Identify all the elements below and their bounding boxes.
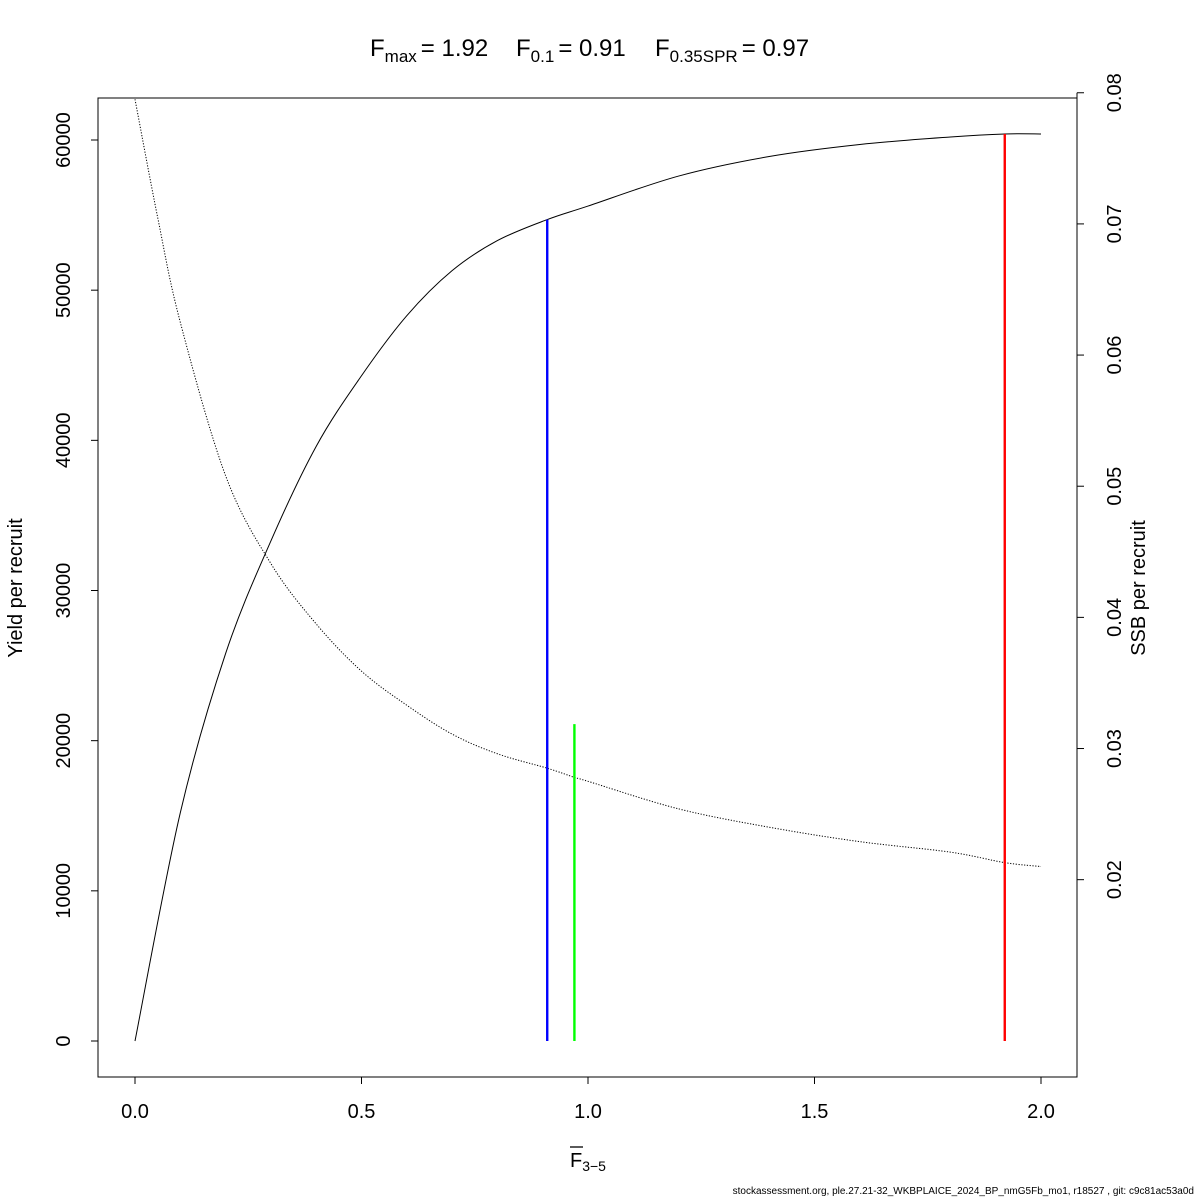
title-fspr-value: = 0.97 xyxy=(742,35,809,62)
y-right-tick-label: 0.03 xyxy=(1104,729,1126,768)
footer-source: stockassessment.org, ple.27.21-32_WKBPLA… xyxy=(732,1186,1194,1197)
svg-text:F0.1= 0.91: F0.1 = 0.91 xyxy=(516,35,626,66)
x-axis-label-main: F xyxy=(570,1150,582,1172)
title-f01-symbol: F xyxy=(516,35,531,62)
y-left-tick-label: 0 xyxy=(53,1035,75,1046)
svg-text:Fmax= 1.92: Fmax = 1.92 xyxy=(370,35,488,66)
y-left-tick-label: 20000 xyxy=(53,713,75,769)
ssb-per-recruit-line xyxy=(134,99,1042,868)
y-axis-right-label: SSB per recruit xyxy=(1128,520,1150,656)
x-tick-label: 1.5 xyxy=(801,1101,829,1123)
y-right-tick-label: 0.04 xyxy=(1104,598,1126,637)
chart-title: Fmax = 1.92 F0.1 = 0.91 F0.35SPR = 0.97 xyxy=(370,35,809,66)
axes: 0.0 0.5 1.0 1.5 2.0 0 10000 20000 30000 40000 5000… xyxy=(53,73,1126,1123)
y-left-tick-label: 50000 xyxy=(53,262,75,318)
x-tick-label: 0.5 xyxy=(348,1101,376,1123)
x-tick-label: 1.0 xyxy=(574,1101,602,1123)
title-f01-value: = 0.91 xyxy=(558,35,625,62)
y-right-tick-label: 0.08 xyxy=(1104,73,1126,112)
y-axis-left-label: Yield per recruit xyxy=(5,518,27,658)
x-tick-label: 0.0 xyxy=(121,1101,149,1123)
title-f01-sub: 0.1 xyxy=(531,47,555,66)
x-axis-label: F3−5 xyxy=(570,1146,606,1174)
y-right-tick-label: 0.02 xyxy=(1104,860,1126,899)
y-right-tick-label: 0.07 xyxy=(1104,204,1126,243)
x-tick-label: 2.0 xyxy=(1027,1101,1055,1123)
reference-lines xyxy=(546,134,1006,1041)
plot-frame xyxy=(97,97,1078,1078)
x-axis-label-sub: 3−5 xyxy=(582,1158,606,1174)
y-right-tick-label: 0.06 xyxy=(1104,336,1126,375)
title-fmax-value: = 1.92 xyxy=(421,35,488,62)
y-left-tick-label: 10000 xyxy=(53,863,75,919)
svg-text:F3−5: F3−5 xyxy=(570,1150,606,1174)
yield-per-recruit-line xyxy=(134,133,1042,1042)
title-fspr-symbol: F xyxy=(655,35,670,62)
y-left-tick-label: 40000 xyxy=(53,413,75,469)
series-layer xyxy=(134,99,1042,1042)
y-left-tick-label: 30000 xyxy=(53,563,75,619)
title-fmax-symbol: F xyxy=(370,35,385,62)
title-fspr-sub: 0.35SPR xyxy=(670,47,738,66)
svg-text:F0.35SPR= 0.97: F0.35SPR = 0.97 xyxy=(655,35,809,66)
y-right-tick-label: 0.05 xyxy=(1104,467,1126,506)
y-left-tick-label: 60000 xyxy=(53,112,75,168)
title-fmax-sub: max xyxy=(385,47,418,66)
